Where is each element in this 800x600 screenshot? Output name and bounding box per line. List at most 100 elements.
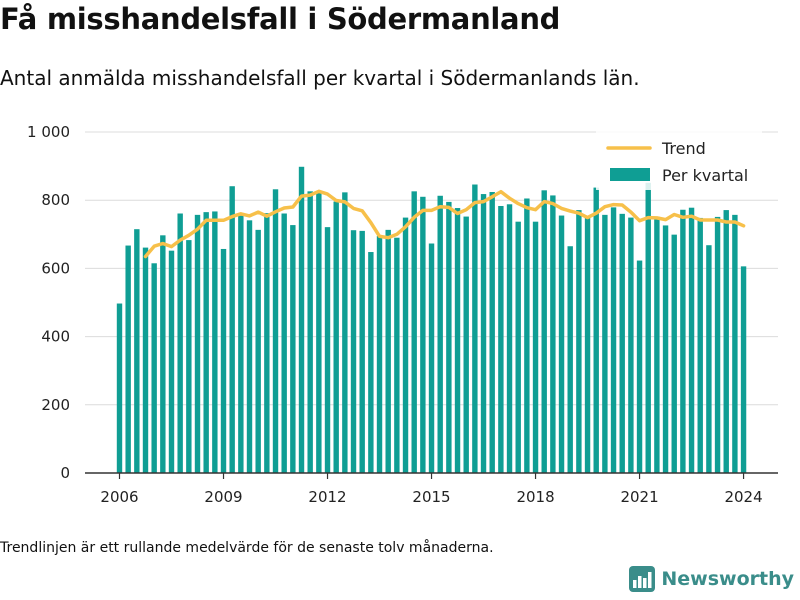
bar (246, 220, 253, 473)
bar (524, 198, 530, 473)
bar (515, 221, 521, 473)
bar (420, 196, 426, 474)
bar (532, 221, 539, 473)
bar (654, 216, 660, 473)
bar (177, 213, 183, 473)
bar (272, 189, 279, 473)
bar (480, 194, 487, 473)
bar (463, 216, 469, 473)
page-subtitle: Antal anmälda misshandelsfall per kvarta… (0, 66, 640, 90)
bar (220, 248, 227, 473)
bar (402, 217, 409, 473)
bar (489, 192, 495, 474)
bar (212, 211, 218, 473)
bar (550, 195, 556, 473)
bar (238, 215, 244, 474)
bar (376, 236, 383, 473)
y-tick-label: 800 (41, 191, 70, 209)
bar (290, 225, 296, 473)
bar (151, 263, 157, 473)
footnote: Trendlinjen är ett rullande medelvärde f… (0, 540, 494, 556)
brand-name: Newsworthy (661, 568, 794, 590)
bar (437, 195, 443, 473)
bar (723, 210, 729, 474)
bar (307, 191, 313, 474)
newsworthy-logo-icon (629, 566, 656, 592)
bar (186, 240, 192, 473)
x-tick-label: 2015 (412, 488, 450, 506)
bar (593, 187, 599, 473)
x-tick-label: 2018 (516, 488, 554, 506)
bar (298, 166, 305, 474)
bar (619, 213, 625, 473)
trend-series (143, 189, 746, 259)
bar (324, 227, 331, 473)
bar (125, 245, 131, 473)
bar (688, 207, 695, 473)
bar (472, 184, 478, 473)
y-tick-label: 200 (41, 396, 70, 414)
bar (636, 260, 643, 473)
bar (342, 192, 348, 473)
legend-bar-label: Per kvartal (662, 166, 748, 185)
bar (506, 204, 513, 474)
bar (134, 229, 140, 473)
brand: Newsworthy (629, 566, 794, 592)
bar (264, 213, 270, 473)
bar (602, 214, 608, 473)
bar (385, 229, 391, 473)
bar (229, 186, 235, 473)
bar (645, 182, 651, 473)
x-tick-label: 2009 (204, 488, 242, 506)
bar (567, 246, 573, 473)
bar (316, 191, 322, 474)
bar (706, 245, 712, 473)
bar (368, 252, 374, 473)
bar (498, 205, 504, 473)
y-tick-label: 400 (41, 328, 70, 346)
bar (168, 250, 175, 473)
bar (281, 213, 287, 473)
bar (446, 201, 452, 473)
bar (541, 190, 547, 473)
page-title: Få misshandelsfall i Södermanland (0, 2, 561, 36)
axes: 0 200 400 600 800 1 000 2006 2009 2012 2015 2018 20… (27, 123, 778, 506)
x-tick-label: 2024 (724, 488, 762, 506)
bar (359, 230, 365, 473)
bar (671, 234, 677, 473)
bar (411, 191, 417, 474)
x-tick-label: 2012 (308, 488, 346, 506)
x-tick-label: 2006 (100, 488, 138, 506)
y-tick-label: 0 (60, 464, 70, 482)
bar (350, 230, 357, 473)
bar (394, 237, 400, 473)
bar (203, 212, 209, 473)
bar (732, 214, 738, 473)
x-tick-label: 2021 (620, 488, 658, 506)
bar (428, 243, 435, 473)
bar (740, 266, 747, 473)
y-tick-label: 600 (41, 259, 70, 277)
bar (454, 208, 461, 473)
bar (697, 217, 703, 473)
bar (558, 215, 565, 474)
bar (194, 214, 201, 473)
bar (714, 216, 721, 473)
bar (628, 217, 634, 473)
bar (610, 207, 617, 473)
y-tick-label: 1 000 (27, 123, 70, 141)
chart: 0 200 400 600 800 1 000 2006 2009 2012 2015 2018 20… (27, 123, 778, 506)
bar (680, 209, 686, 474)
bar (333, 201, 339, 473)
legend: Trend Per kvartal (596, 128, 762, 190)
bar (584, 215, 591, 474)
bar (576, 210, 582, 474)
legend-trend-label: Trend (661, 139, 706, 158)
bar (142, 247, 149, 473)
legend-bar-swatch (610, 168, 650, 181)
bar (160, 235, 166, 473)
bar (255, 229, 261, 473)
bar (116, 303, 123, 473)
bar-series (116, 166, 747, 474)
bar (662, 225, 669, 473)
